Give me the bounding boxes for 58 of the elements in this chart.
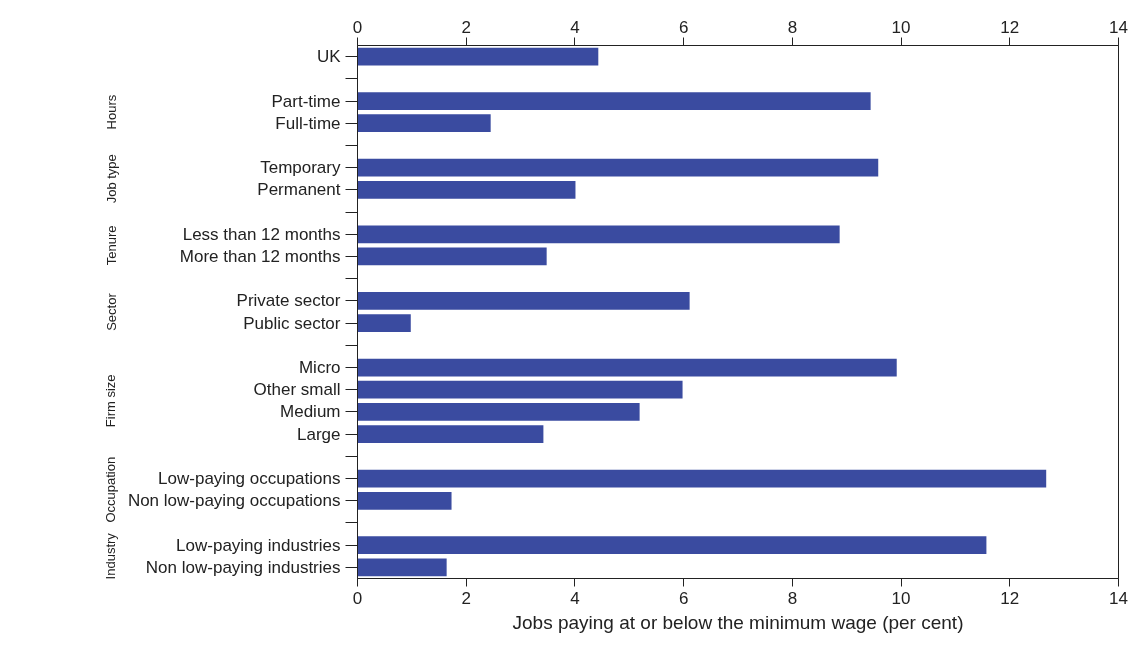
x2-tick-label: 10: [891, 588, 911, 608]
bar: [357, 247, 547, 266]
bar: [357, 92, 871, 110]
bar: [357, 158, 879, 177]
bar: [357, 558, 447, 577]
x2-tick-label: 6: [678, 588, 689, 608]
y-tick-label: Low-paying industries: [176, 535, 341, 555]
bar: [357, 114, 491, 133]
x-tick-label: 4: [570, 17, 580, 37]
x2-tick-label: 12: [1000, 588, 1020, 608]
bar: [357, 47, 599, 66]
y-tick-label: Other small: [253, 380, 341, 400]
x2-tick-label: 4: [570, 588, 580, 608]
x-tick-label: 0: [352, 17, 363, 37]
y-tick-label: UK: [316, 47, 342, 67]
y-tick-label: Private sector: [236, 291, 341, 311]
text: Firm size: [103, 374, 119, 428]
y-tick-label: Non low-paying industries: [145, 557, 341, 577]
y-tick-label: Full-time: [275, 113, 341, 133]
x2-tick-label: 14: [1109, 588, 1128, 608]
bar: [357, 403, 640, 421]
bar: [357, 380, 683, 399]
bar: [357, 358, 897, 377]
bar: [357, 314, 411, 332]
bar: [357, 425, 544, 444]
bar: [357, 491, 452, 510]
x-axis-title: Jobs paying at or below the minimum wage (per cent): [512, 611, 964, 633]
y-tick-label: More than 12 months: [179, 246, 341, 266]
x-tick-label: 14: [1109, 17, 1128, 37]
bar: [357, 225, 840, 244]
y-tick-label: Micro: [298, 358, 341, 378]
text: Hours: [103, 94, 119, 130]
y-tick-label: Medium: [280, 402, 341, 422]
y-tick-label: Part-time: [271, 91, 341, 111]
text: Occupation: [103, 456, 119, 523]
text: Tenure: [103, 225, 119, 266]
text: Sector: [103, 292, 119, 331]
y-tick-label: Public sector: [243, 313, 341, 333]
y-tick-label: Non low-paying occupations: [127, 491, 341, 511]
y-tick-label: Less than 12 months: [182, 224, 341, 244]
y-tick-label: Permanent: [257, 180, 341, 200]
bar: [357, 536, 987, 555]
x-tick-label: 10: [891, 17, 911, 37]
x-tick-label: 6: [678, 17, 689, 37]
x2-tick-label: 0: [352, 588, 363, 608]
y-tick-label: Low-paying occupations: [158, 469, 341, 489]
x2-tick-label: 8: [787, 588, 798, 608]
x-tick-label: 8: [787, 17, 798, 37]
text: Job type: [103, 154, 119, 204]
x-tick-label: 12: [1000, 17, 1020, 37]
bar: [357, 292, 690, 310]
x2-tick-label: 2: [461, 588, 471, 608]
bar: [357, 180, 576, 199]
y-tick-label: Large: [297, 424, 341, 444]
y-tick-label: Temporary: [260, 158, 341, 178]
bar: [357, 469, 1047, 488]
x-tick-label: 2: [461, 17, 471, 37]
text: Industry: [103, 532, 119, 580]
